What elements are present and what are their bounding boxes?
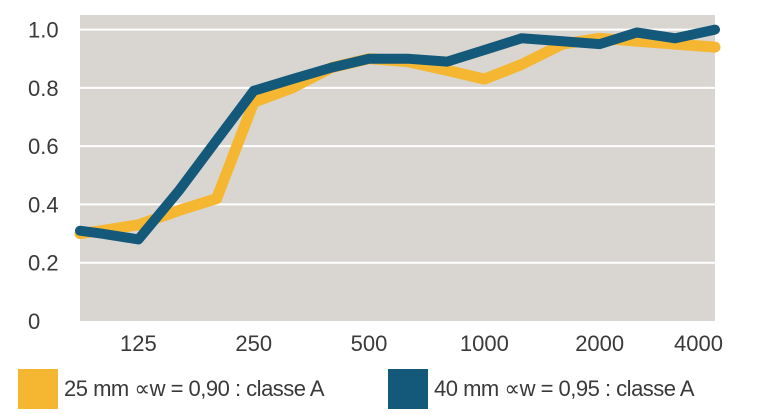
chart: 0 0.2 0.4 0.6 0.8 1.0 125 250 500 1000 2000 4000: [28, 15, 723, 356]
x-tick-labels: 125 250 500 1000 2000 4000: [120, 331, 723, 356]
y-tick-label: 0: [28, 309, 40, 334]
x-tick-label: 125: [120, 331, 157, 356]
legend-item-series-2: 40 mm ∝w = 0,95 : classe A: [388, 364, 695, 414]
x-tick-label: 250: [235, 331, 272, 356]
y-tick-label: 0.8: [28, 76, 59, 101]
x-tick-label: 2000: [575, 331, 624, 356]
legend-item-series-1: 25 mm ∝w = 0,90 : classe A: [18, 364, 325, 414]
legend-swatch-series-2: [388, 369, 428, 409]
y-tick-labels: 0 0.2 0.4 0.6 0.8 1.0: [28, 18, 59, 334]
x-tick-label: 500: [351, 331, 388, 356]
series-line-2: [75, 24, 720, 245]
x-tick-label: 1000: [460, 331, 509, 356]
legend-label-series-2: 40 mm ∝w = 0,95 : classe A: [434, 376, 695, 401]
legend: 25 mm ∝w = 0,90 : classe A 40 mm ∝w = 0,…: [0, 364, 765, 414]
series-lines: [74, 24, 721, 245]
y-tick-label: 0.6: [28, 134, 59, 159]
legend-swatch-series-1: [18, 369, 58, 409]
legend-label-series-1: 25 mm ∝w = 0,90 : classe A: [64, 376, 325, 401]
y-tick-label: 1.0: [28, 18, 59, 43]
y-tick-label: 0.2: [28, 251, 59, 276]
x-tick-label: 4000: [674, 331, 723, 356]
y-tick-label: 0.4: [28, 192, 59, 217]
